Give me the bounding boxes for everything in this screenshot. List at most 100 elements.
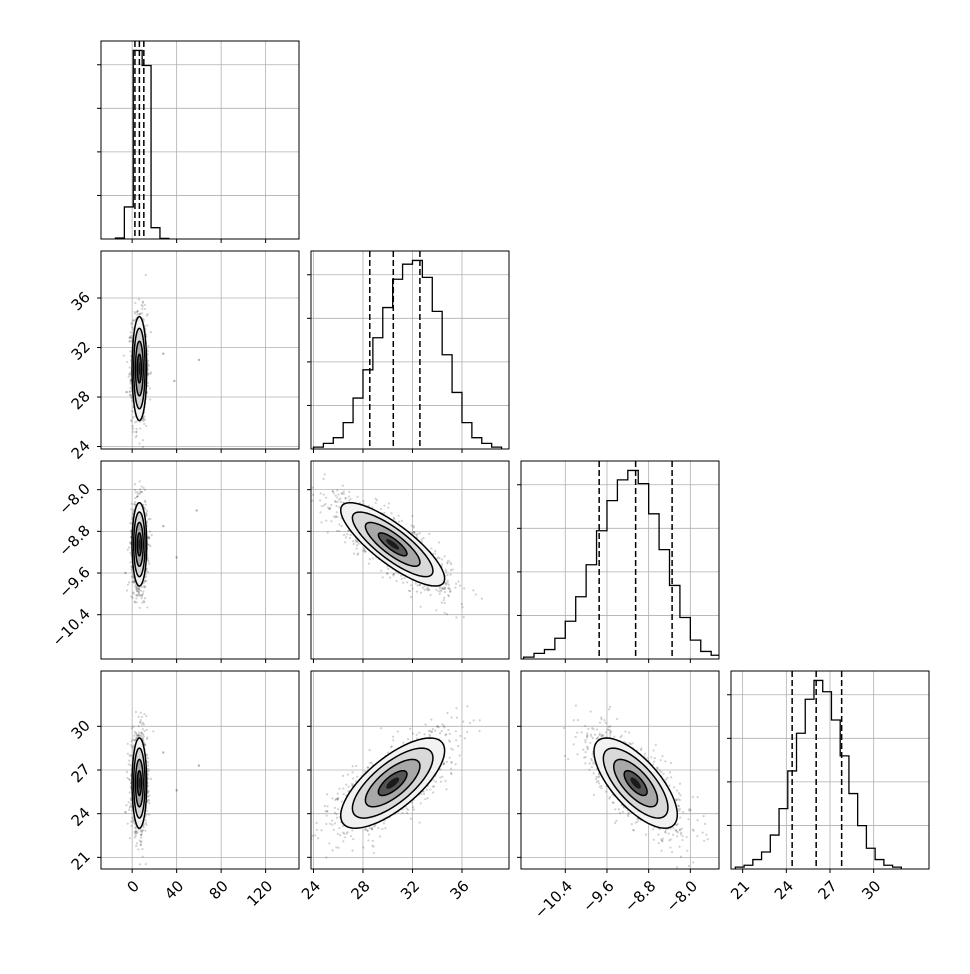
panel-border [521, 461, 719, 659]
scatter-point [139, 480, 141, 482]
scatter-point [439, 590, 441, 592]
scatter-point [149, 398, 151, 400]
scatter-point [306, 487, 308, 489]
scatter-point [449, 591, 451, 593]
scatter-point [383, 512, 385, 514]
scatter-panel-1-0 [101, 251, 299, 484]
scatter-point [450, 569, 452, 571]
histogram-panel-1 [311, 251, 509, 449]
scatter-point [438, 557, 440, 559]
scatter-point [139, 607, 141, 609]
scatter-point [412, 588, 414, 590]
scatter-point [446, 574, 448, 576]
scatter-point [411, 515, 413, 517]
scatter-point [327, 506, 329, 508]
scatter-point [131, 571, 133, 573]
scatter-point [142, 301, 144, 303]
scatter-point [128, 341, 130, 343]
scatter-point [437, 590, 439, 592]
scatter-point [148, 536, 150, 538]
scatter-point [142, 591, 144, 593]
scatter-point [393, 573, 395, 575]
scatter-point [140, 732, 142, 734]
scatter-point [135, 733, 137, 735]
scatter-point [147, 764, 149, 766]
scatter-point [132, 725, 134, 727]
scatter-point [356, 544, 358, 546]
scatter-point [138, 442, 140, 444]
scatter-point [430, 547, 432, 549]
scatter-point [320, 492, 322, 494]
scatter-point [362, 550, 364, 552]
scatter-point [348, 495, 350, 497]
scatter-point [145, 824, 147, 826]
scatter-point [323, 493, 325, 495]
scatter-point [131, 825, 133, 827]
histogram-panel-2 [521, 461, 722, 659]
outlier-point [162, 525, 164, 527]
scatter-point [409, 590, 411, 592]
scatter-point [139, 863, 141, 865]
scatter-point [420, 592, 422, 594]
scatter-point [150, 373, 152, 375]
scatter-point [146, 510, 148, 512]
scatter-point [147, 385, 149, 387]
histogram-steps [735, 680, 901, 869]
scatter-point [342, 485, 344, 487]
scatter-point [147, 778, 149, 780]
scatter-point [148, 813, 150, 815]
scatter-point [146, 606, 148, 608]
scatter-point [136, 588, 138, 590]
scatter-point [136, 735, 138, 737]
scatter-point [144, 730, 146, 732]
scatter-point [132, 597, 134, 599]
scatter-point [320, 521, 322, 523]
scatter-point [344, 541, 346, 543]
scatter-point [323, 504, 325, 506]
panel-content [303, 671, 509, 869]
scatter-point [147, 560, 149, 562]
outlier-point [124, 572, 126, 574]
scatter-point [335, 505, 337, 507]
scatter-point [149, 387, 151, 389]
scatter-point [135, 830, 137, 832]
scatter-point [142, 728, 144, 730]
scatter-point [338, 506, 340, 508]
scatter-point [413, 533, 415, 535]
scatter-point [144, 308, 146, 310]
scatter-point [455, 583, 457, 585]
scatter-point [148, 562, 150, 564]
scatter-point [321, 505, 323, 507]
scatter-point [129, 837, 131, 839]
scatter-point [387, 568, 389, 570]
scatter-point [136, 435, 138, 437]
scatter-point [412, 527, 414, 529]
scatter-point [338, 499, 340, 501]
scatter-point [336, 496, 338, 498]
scatter-point [136, 428, 138, 430]
scatter-point [444, 555, 446, 557]
scatter-point [332, 490, 334, 492]
scatter-point [130, 798, 132, 800]
scatter-point [133, 735, 135, 737]
scatter-point [447, 594, 449, 596]
scatter-point [141, 485, 143, 487]
scatter-point [128, 759, 130, 761]
scatter-point [150, 331, 152, 333]
scatter-point [424, 589, 426, 591]
panel-content [731, 671, 929, 869]
scatter-point [129, 350, 131, 352]
scatter-point [134, 302, 136, 304]
scatter-point [416, 590, 418, 592]
scatter-point [141, 597, 143, 599]
scatter-point [365, 551, 367, 553]
scatter-point [132, 427, 134, 429]
scatter-point [132, 820, 134, 822]
scatter-point [148, 794, 150, 796]
scatter-point [131, 326, 133, 328]
scatter-point [445, 569, 447, 571]
scatter-point [130, 803, 132, 805]
density-fill [138, 777, 140, 788]
scatter-point [128, 546, 130, 548]
